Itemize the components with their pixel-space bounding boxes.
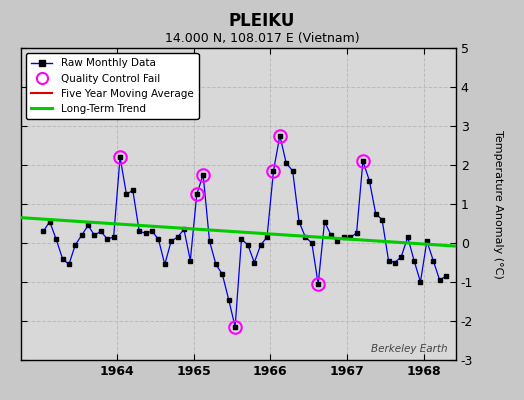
Text: 14.000 N, 108.017 E (Vietnam): 14.000 N, 108.017 E (Vietnam)	[165, 32, 359, 45]
Y-axis label: Temperature Anomaly (°C): Temperature Anomaly (°C)	[493, 130, 503, 278]
Text: PLEIKU: PLEIKU	[229, 12, 295, 30]
Text: Berkeley Earth: Berkeley Earth	[370, 344, 447, 354]
Legend: Raw Monthly Data, Quality Control Fail, Five Year Moving Average, Long-Term Tren: Raw Monthly Data, Quality Control Fail, …	[26, 53, 199, 119]
